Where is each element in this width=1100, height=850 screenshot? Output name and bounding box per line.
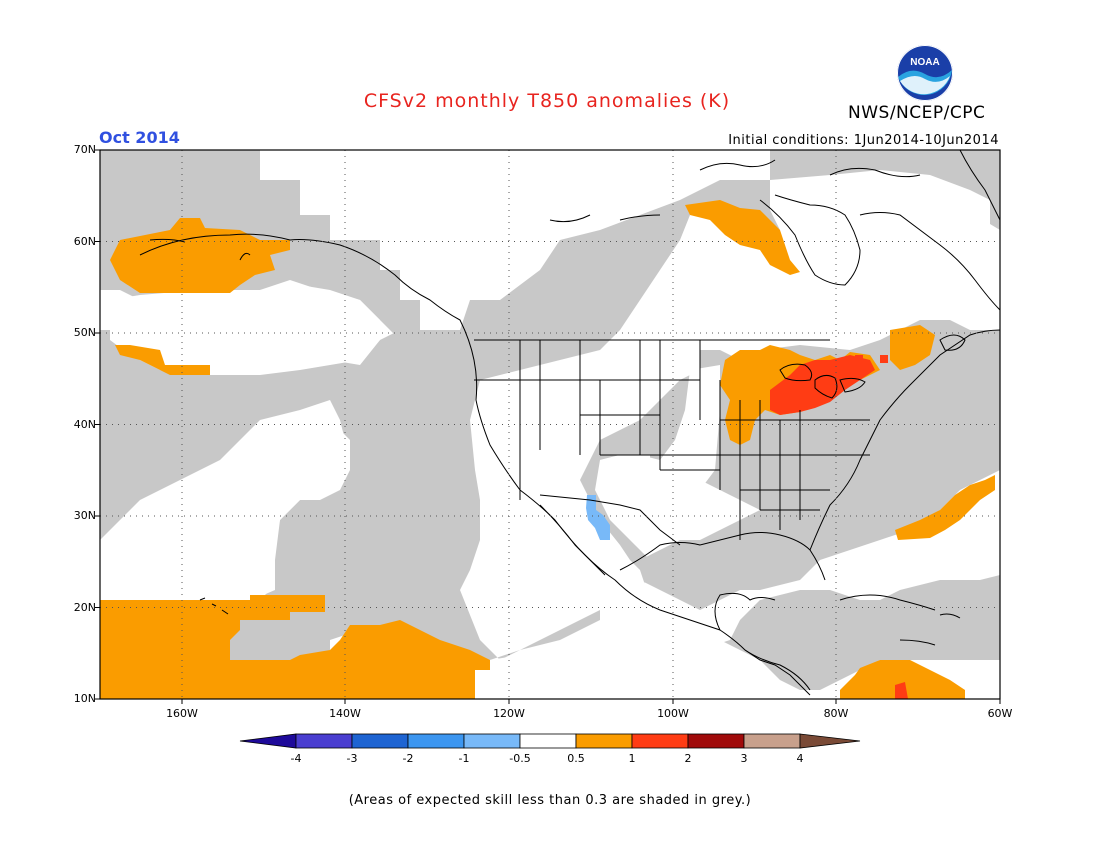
lat-label: 10N xyxy=(73,692,96,705)
lat-label: 20N xyxy=(73,601,96,614)
colorbar-label: -2 xyxy=(402,752,414,765)
colorbar-high-arrow xyxy=(799,733,861,749)
lon-label: 60W xyxy=(987,707,1013,720)
map-title: CFSv2 monthly T850 anomalies (K) xyxy=(363,90,731,112)
colorbar-label: -3 xyxy=(346,752,358,765)
noaa-logo: NOAA xyxy=(896,44,954,102)
organization-label: NWS/NCEP/CPC xyxy=(848,103,986,123)
colorbar-box xyxy=(407,733,465,749)
lon-label: 160W xyxy=(166,707,198,720)
colorbar-label: 1 xyxy=(628,752,636,765)
valid-month: Oct 2014 xyxy=(99,128,180,147)
noaa-logo-text: NOAA xyxy=(910,57,940,68)
colorbar-label: 0.5 xyxy=(567,752,585,765)
skill-footnote: (Areas of expected skill less than 0.3 a… xyxy=(348,793,752,808)
colorbar-label: -1 xyxy=(458,752,470,765)
colorbar-box xyxy=(687,733,745,749)
colorbar-box xyxy=(631,733,689,749)
lat-label: 50N xyxy=(73,326,96,339)
lon-label: 80W xyxy=(823,707,849,720)
axis-ticks xyxy=(95,149,1001,704)
lon-label: 140W xyxy=(329,707,361,720)
colorbar-label: -4 xyxy=(290,752,302,765)
lat-label: 60N xyxy=(73,235,96,248)
initial-conditions: Initial conditions: 1Jun2014-10Jun2014 xyxy=(728,133,999,148)
colorbar-label: 3 xyxy=(740,752,748,765)
colorbar-label: 4 xyxy=(796,752,804,765)
warm-anomaly-1-2 xyxy=(770,355,908,699)
colorbar-box xyxy=(519,733,577,749)
colorbar-box xyxy=(743,733,801,749)
colorbar xyxy=(239,733,861,749)
lat-label: 40N xyxy=(73,418,96,431)
coastlines-borders xyxy=(139,150,1000,696)
anomaly-field xyxy=(100,150,1000,699)
colorbar-box xyxy=(295,733,353,749)
colorbar-low-arrow xyxy=(239,733,297,749)
lat-label: 70N xyxy=(73,143,96,156)
colorbar-box xyxy=(351,733,409,749)
colorbar-label: -0.5 xyxy=(509,752,531,765)
colorbar-label: 2 xyxy=(684,752,692,765)
colorbar-box xyxy=(463,733,521,749)
cool-anomaly-neg1-neg0p5 xyxy=(586,495,610,540)
near-normal-pockets xyxy=(100,170,990,699)
lon-label: 100W xyxy=(657,707,689,720)
lon-label: 120W xyxy=(493,707,525,720)
colorbar-box xyxy=(575,733,633,749)
graticule xyxy=(100,150,1000,699)
lat-label: 30N xyxy=(73,509,96,522)
